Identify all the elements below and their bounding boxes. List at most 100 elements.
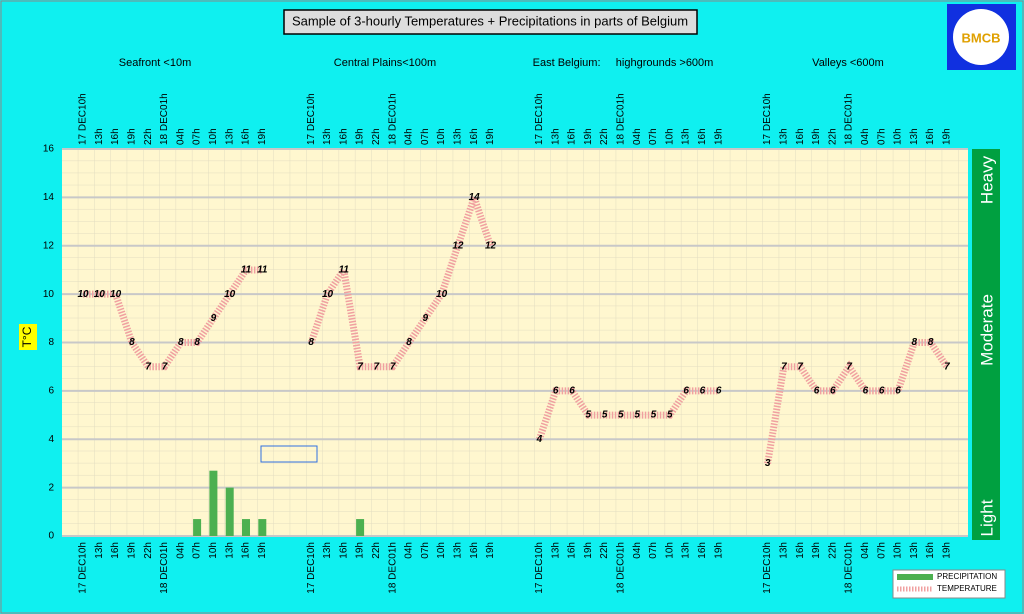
x-tick-label: 18 DEC01h (844, 542, 855, 594)
x-tick-label: 18 DEC01h (387, 542, 398, 594)
value-label: 7 (357, 361, 363, 372)
precip-bar (193, 519, 202, 536)
x-tick-label: 04h (404, 542, 415, 559)
x-tick-label: 04h (860, 542, 871, 559)
y-tick-label: 0 (48, 531, 54, 542)
logo-text: BMCB (962, 30, 1001, 45)
value-label: 9 (423, 313, 429, 324)
x-tick-label: 10h (208, 542, 219, 559)
x-tick-label: 19h (942, 542, 953, 559)
x-tick-label: 07h (876, 542, 887, 559)
legend-swatch (897, 574, 933, 580)
value-label: 6 (863, 386, 869, 397)
value-label: 6 (700, 386, 706, 397)
y-tick-label: 4 (48, 434, 54, 445)
x-tick-label: 04h (175, 542, 186, 559)
legend-label: TEMPERATURE (937, 584, 997, 593)
x-tick-label-top: 19h (811, 128, 822, 145)
x-tick-label: 16h (567, 542, 578, 559)
value-label: 12 (485, 240, 497, 251)
y-tick-label: 8 (48, 337, 54, 348)
x-tick-label: 13h (550, 542, 561, 559)
value-label: 6 (895, 386, 901, 397)
value-label: 8 (928, 337, 934, 348)
x-tick-label-top: 16h (110, 128, 121, 145)
x-tick-label: 07h (420, 542, 431, 559)
x-tick-label: 07h (648, 542, 659, 559)
y-axis-label: T°C (20, 326, 34, 347)
legend-label: PRECIPITATION (937, 572, 997, 581)
intensity-label: Heavy (977, 155, 996, 204)
x-tick-label-top: 22h (599, 128, 610, 145)
x-tick-label-top: 16h (469, 128, 480, 145)
value-label: 7 (162, 361, 168, 372)
value-label: 11 (257, 265, 268, 276)
value-label: 10 (436, 289, 448, 300)
x-tick-label: 16h (241, 542, 252, 559)
value-label: 10 (110, 289, 122, 300)
x-tick-label: 17 DEC10h (78, 542, 89, 594)
x-tick-label-top: 10h (208, 128, 219, 145)
x-tick-label: 22h (827, 542, 838, 559)
value-label: 8 (178, 337, 184, 348)
x-tick-label-top: 13h (224, 128, 235, 145)
value-label: 6 (716, 386, 722, 397)
x-tick-label-top: 17 DEC10h (534, 93, 545, 145)
x-tick-label-top: 18 DEC01h (159, 93, 170, 145)
value-label: 6 (683, 386, 689, 397)
value-label: 6 (553, 386, 559, 397)
value-label: 8 (308, 337, 314, 348)
value-label: 8 (194, 337, 200, 348)
temperature-line (83, 186, 950, 465)
x-tick-label: 13h (909, 542, 920, 559)
precip-bar (242, 519, 250, 536)
x-tick-label-top: 04h (632, 128, 643, 145)
value-label: 8 (912, 337, 918, 348)
x-tick-label: 10h (893, 542, 904, 559)
value-label: 10 (322, 289, 334, 300)
x-tick-label-top: 10h (664, 128, 675, 145)
ylabel-box (19, 324, 37, 350)
value-label: 5 (651, 410, 657, 421)
value-label: 7 (390, 361, 396, 372)
x-tick-label-top: 18 DEC01h (387, 93, 398, 145)
value-label: 6 (814, 386, 820, 397)
x-tick-label: 17 DEC10h (306, 542, 317, 594)
x-tick-label-top: 17 DEC10h (306, 93, 317, 145)
x-tick-label-top: 19h (355, 128, 366, 145)
x-tick-label: 07h (192, 542, 203, 559)
x-tick-label: 16h (338, 542, 349, 559)
x-tick-label: 10h (664, 542, 675, 559)
logo-circle (953, 9, 1009, 65)
x-tick-label-top: 16h (925, 128, 936, 145)
x-tick-label-top: 22h (143, 128, 154, 145)
value-label: 6 (879, 386, 885, 397)
intensity-band (972, 149, 1000, 540)
value-label: 11 (241, 265, 252, 276)
x-tick-label: 19h (713, 542, 724, 559)
x-tick-label: 16h (697, 542, 708, 559)
value-label: 7 (944, 361, 950, 372)
x-tick-label: 16h (795, 542, 806, 559)
x-tick-label-top: 13h (322, 128, 333, 145)
value-label: 11 (339, 265, 350, 276)
x-tick-label-top: 19h (485, 128, 496, 145)
x-tick-label-top: 07h (876, 128, 887, 145)
x-tick-label-top: 16h (795, 128, 806, 145)
value-label: 5 (667, 410, 673, 421)
x-tick-label-top: 22h (827, 128, 838, 145)
x-tick-label-top: 07h (648, 128, 659, 145)
x-tick-label-top: 16h (567, 128, 578, 145)
x-tick-label: 04h (632, 542, 643, 559)
x-tick-label: 16h (110, 542, 121, 559)
value-label: 7 (846, 361, 852, 372)
x-tick-label: 19h (355, 542, 366, 559)
y-tick-label: 16 (43, 144, 55, 155)
x-tick-label-top: 19h (713, 128, 724, 145)
x-tick-label-top: 16h (697, 128, 708, 145)
x-tick-label-top: 17 DEC10h (762, 93, 773, 145)
x-tick-label: 16h (925, 542, 936, 559)
x-tick-label-top: 13h (909, 128, 920, 145)
